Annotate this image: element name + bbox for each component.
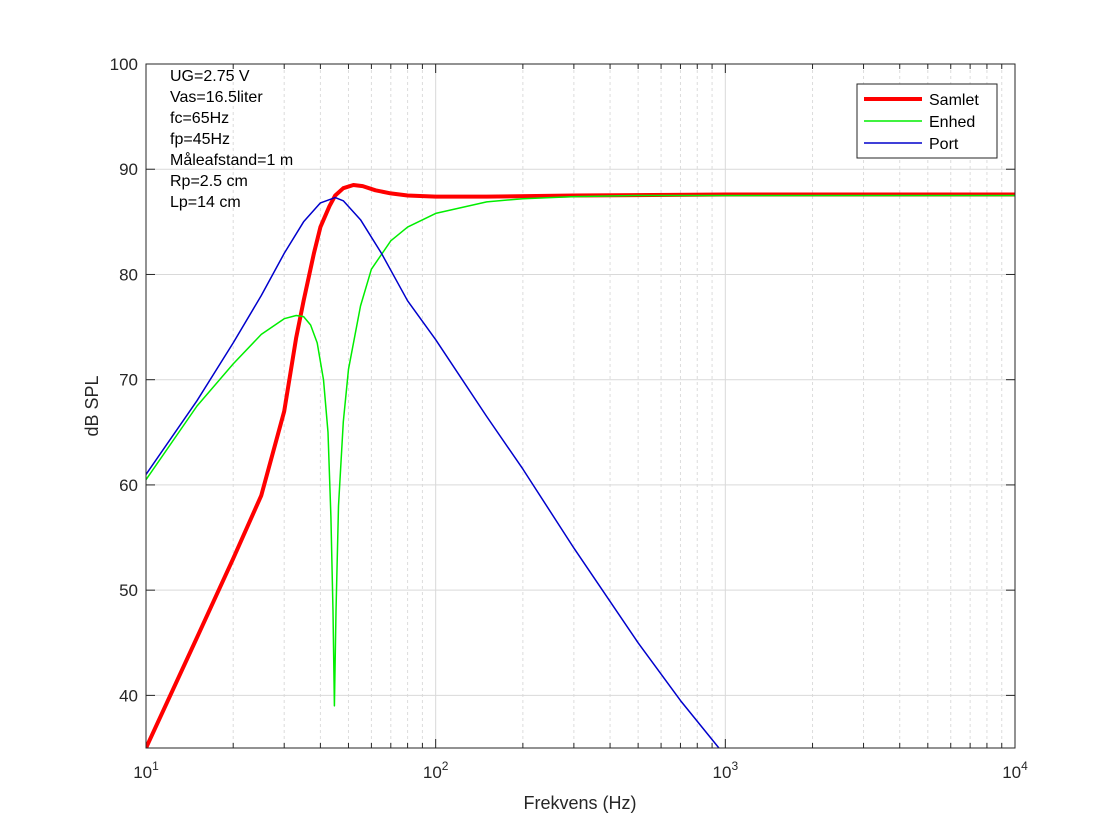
y-tick-label: 50 (119, 581, 138, 600)
annotation-line: Lp=14 cm (170, 194, 241, 211)
y-tick-label: 80 (119, 265, 138, 284)
annotation-line: fp=45Hz (170, 131, 230, 148)
annotation-line: Måleafstand=1 m (170, 151, 293, 169)
parameter-annotations: UG=2.75 V Vas=16.5liter fc=65Hz fp=45Hz Måle… (170, 68, 293, 211)
x-axis-label: Frekvens (Hz) (523, 793, 636, 813)
y-tick-label: 40 (119, 686, 138, 705)
y-tick-labels: 40 50 60 70 80 90 100 (110, 55, 138, 705)
x-tick-label: 104 (1002, 759, 1028, 782)
x-tick-labels: 101 102 103 104 (133, 759, 1028, 782)
series-layer (146, 183, 1015, 748)
y-axis-label: dB SPL (82, 375, 102, 436)
series-line-samlet (146, 183, 1015, 748)
x-tick-label: 101 (133, 759, 159, 782)
annotation-line: fc=65Hz (170, 110, 229, 127)
y-tick-label: 100 (110, 55, 138, 74)
annotation-line: Vas=16.5liter (170, 89, 263, 106)
x-tick-label: 102 (423, 759, 449, 782)
y-tick-label: 70 (119, 371, 138, 390)
y-tick-label: 90 (119, 160, 138, 179)
minor-grid (232, 64, 1003, 748)
legend-label-enhed: Enhed (929, 114, 975, 131)
legend: Samlet Enhed Port (856, 83, 998, 159)
series-line-enhed (146, 194, 1015, 707)
legend-label-port: Port (929, 136, 959, 153)
series-line-port (146, 196, 720, 748)
x-tick-label: 103 (713, 759, 739, 782)
legend-label-samlet: Samlet (929, 92, 979, 109)
annotation-line: UG=2.75 V (170, 68, 250, 85)
y-tick-label: 60 (119, 476, 138, 495)
annotation-line: Rp=2.5 cm (170, 173, 248, 190)
plot-area (146, 64, 1015, 748)
axis-ticks (145, 63, 1016, 748)
plot-border (145, 63, 1016, 749)
